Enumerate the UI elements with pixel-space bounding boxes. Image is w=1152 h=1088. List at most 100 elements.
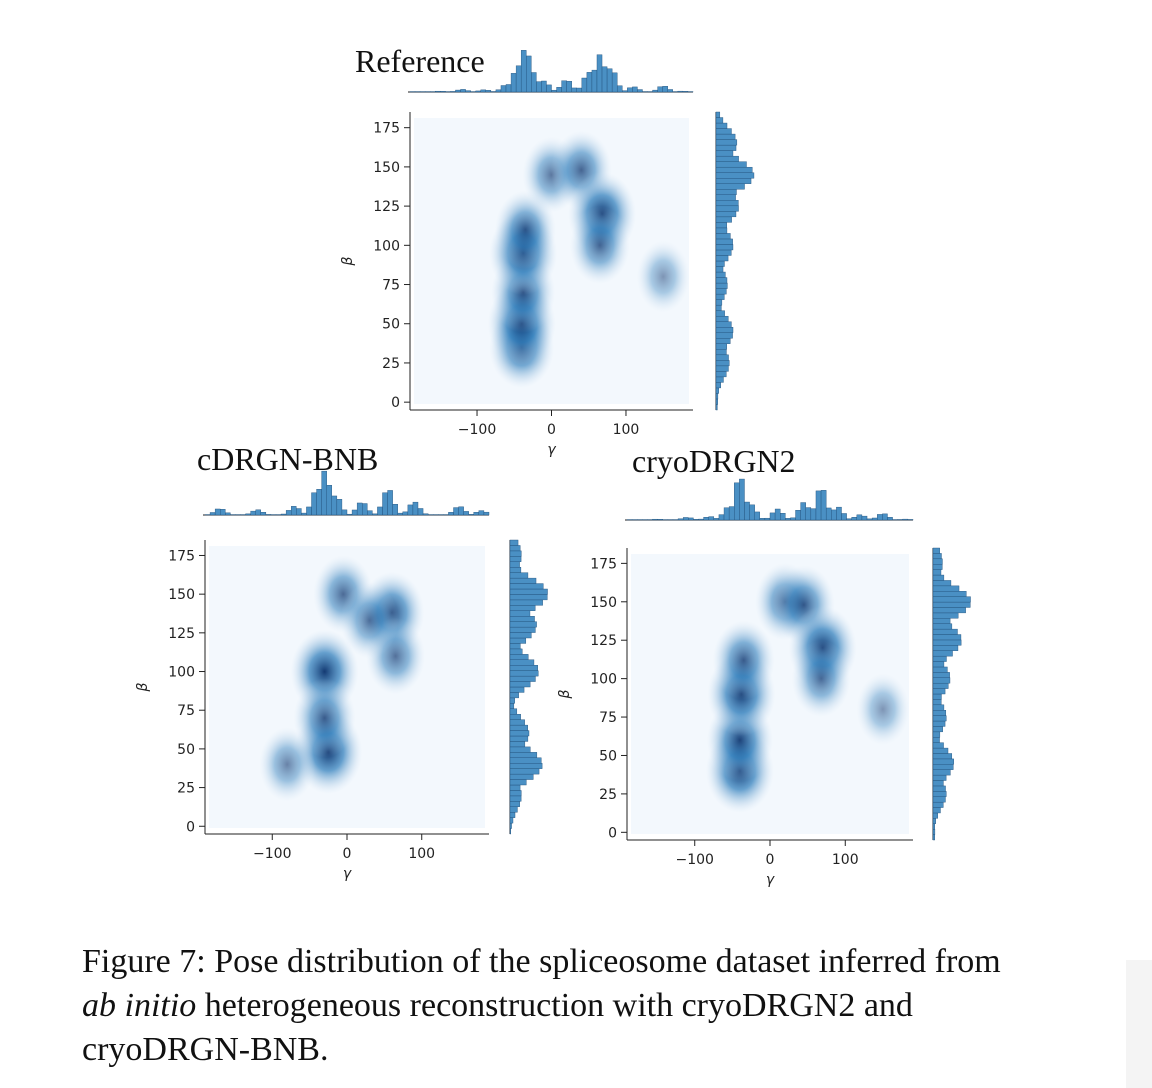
x-tick-label: 0 (766, 852, 775, 868)
top-marginal-bar (505, 84, 512, 93)
top-marginal-bar (331, 495, 338, 516)
side-marginal-bar (932, 731, 941, 738)
top-marginal-bar (682, 91, 689, 93)
top-marginal-bar (402, 511, 409, 516)
side-marginal-bar (932, 639, 962, 646)
side-marginal-bar (932, 623, 953, 630)
top-marginal-bar (754, 511, 760, 521)
x-tick-label: 0 (547, 422, 556, 438)
side-marginal-bar (509, 817, 514, 824)
top-marginal-bar (596, 54, 603, 93)
side-marginal-bar (932, 558, 943, 565)
side-marginal-bar (932, 574, 945, 581)
top-marginal-bar (708, 516, 715, 521)
side-marginal-bar (715, 178, 752, 184)
side-marginal-bar (932, 618, 951, 624)
side-marginal-bar (509, 583, 544, 590)
top-marginal-bar (214, 508, 221, 516)
top-marginal-bar (453, 507, 459, 516)
top-marginal-bar (897, 519, 903, 521)
top-marginal-bar (586, 72, 593, 93)
top-marginal-bar (448, 512, 454, 516)
top-marginal-bar (245, 513, 251, 516)
side-marginal-bar (715, 249, 732, 256)
side-marginal-bar (932, 569, 942, 576)
side-marginal-bar (715, 332, 733, 339)
side-marginal-bar (715, 205, 739, 212)
top-marginal-bar (316, 489, 322, 516)
top-marginal-bar (902, 518, 909, 521)
side-marginal-bar (715, 222, 727, 229)
side-marginal-bar (509, 828, 511, 835)
top-marginal-bar (495, 89, 502, 93)
top-marginal-bar (551, 89, 557, 93)
top-marginal-bar (810, 508, 817, 521)
side-marginal-bar (932, 601, 971, 608)
side-marginal-bar (932, 834, 936, 841)
side-marginal-bar (715, 122, 728, 129)
side-marginal-bar (715, 271, 726, 278)
y-tick-label: 75 (599, 710, 617, 726)
top-marginal-bar (882, 513, 888, 521)
top-marginal-bar (769, 512, 776, 521)
top-marginal-bar (417, 508, 424, 516)
density-point (293, 678, 356, 758)
side-marginal-bar (715, 404, 718, 411)
side-marginal-bar (509, 795, 522, 802)
side-marginal-bar (932, 672, 950, 678)
side-marginal-bar (509, 752, 538, 758)
top-marginal-bar (301, 512, 307, 516)
top-marginal-bar (657, 519, 663, 521)
chart-panel-3: 0 25 50 75 100 125 150 175 −100 0 100 γ β cryoDRGN2 (557, 443, 971, 888)
top-marginal-bar (546, 84, 552, 93)
top-marginal-bar (515, 65, 522, 93)
side-marginal-bar (509, 665, 538, 671)
chart-panel-1: 0 25 50 75 100 125 150 175 −100 0 100 γ β Reference (340, 43, 755, 458)
top-marginal-bar (285, 510, 292, 516)
side-marginal-bar (932, 661, 945, 668)
top-marginal-bar (576, 87, 583, 93)
side-marginal-bar (509, 670, 539, 677)
top-marginal-bar (627, 87, 633, 93)
side-marginal-bar (932, 823, 935, 830)
density-point (636, 240, 690, 313)
top-marginal-bar (871, 517, 878, 521)
x-axis-label: γ (766, 872, 775, 888)
side-marginal-bar (715, 233, 731, 240)
density-point (340, 582, 399, 659)
page-edge (1126, 960, 1152, 1088)
side-marginal-bar (509, 594, 548, 601)
side-marginal-bar (715, 227, 728, 234)
top-marginal-bar (412, 501, 419, 516)
top-marginal-bar (463, 511, 469, 516)
top-marginal-bar (473, 512, 480, 516)
top-marginal-bar (805, 507, 812, 521)
y-tick-label: 25 (382, 356, 400, 372)
top-marginal-bar (616, 85, 623, 93)
side-marginal-bar (509, 790, 522, 797)
side-marginal-bar (509, 643, 521, 650)
top-marginal-bar (831, 509, 837, 521)
top-marginal-bar (820, 490, 827, 521)
top-marginal-bar (351, 509, 358, 516)
chart-panel-2: 0 25 50 75 100 125 150 175 −100 0 100 γ β cDRGN-BNB (135, 441, 548, 882)
top-marginal-bar (682, 517, 689, 521)
side-marginal-bar (932, 747, 949, 754)
x-tick-label: 100 (408, 846, 435, 862)
top-marginal-bar (392, 504, 398, 516)
side-marginal-bar (509, 741, 526, 748)
side-marginal-bar (932, 796, 946, 803)
top-marginal-bar (571, 87, 577, 93)
density-point (569, 206, 630, 285)
side-marginal-bar (509, 572, 529, 579)
y-tick-label: 150 (168, 587, 195, 603)
top-marginal-bar (795, 510, 801, 521)
side-marginal-bar (715, 304, 722, 311)
top-marginal-bar (606, 68, 613, 93)
side-marginal-bar (932, 585, 960, 592)
side-marginal-bar (715, 387, 719, 394)
side-marginal-bar (715, 144, 737, 151)
side-marginal-bar (509, 648, 523, 655)
y-tick-label: 25 (599, 787, 617, 803)
top-marginal-bar (601, 66, 608, 93)
